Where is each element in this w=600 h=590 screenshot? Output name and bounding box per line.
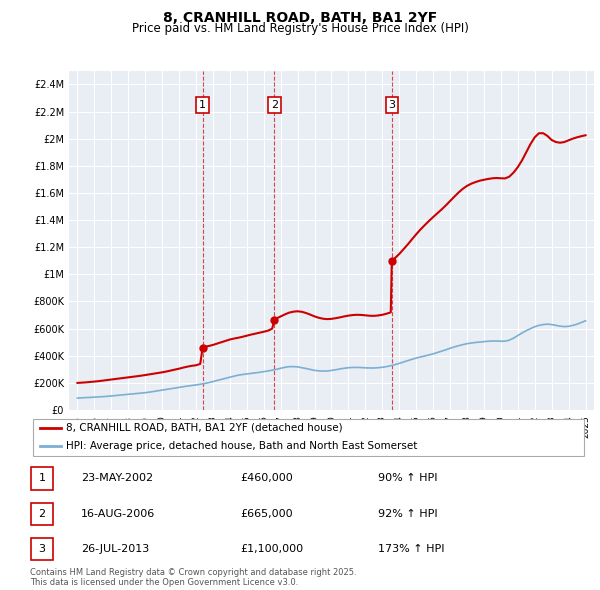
FancyBboxPatch shape (31, 467, 53, 490)
FancyBboxPatch shape (31, 538, 53, 560)
Text: 3: 3 (38, 545, 46, 554)
Text: 8, CRANHILL ROAD, BATH, BA1 2YF (detached house): 8, CRANHILL ROAD, BATH, BA1 2YF (detache… (66, 423, 343, 433)
Text: Price paid vs. HM Land Registry's House Price Index (HPI): Price paid vs. HM Land Registry's House … (131, 22, 469, 35)
Text: £460,000: £460,000 (240, 474, 293, 483)
FancyBboxPatch shape (31, 503, 53, 525)
Text: 16-AUG-2006: 16-AUG-2006 (81, 509, 155, 519)
FancyBboxPatch shape (33, 419, 584, 455)
Text: 92% ↑ HPI: 92% ↑ HPI (378, 509, 437, 519)
Text: 173% ↑ HPI: 173% ↑ HPI (378, 545, 445, 554)
Text: 1: 1 (38, 474, 46, 483)
Text: HPI: Average price, detached house, Bath and North East Somerset: HPI: Average price, detached house, Bath… (66, 441, 418, 451)
Text: This data is licensed under the Open Government Licence v3.0.: This data is licensed under the Open Gov… (30, 578, 298, 587)
Text: 26-JUL-2013: 26-JUL-2013 (81, 545, 149, 554)
Text: £1,100,000: £1,100,000 (240, 545, 303, 554)
Text: 1: 1 (199, 100, 206, 110)
Text: 90% ↑ HPI: 90% ↑ HPI (378, 474, 437, 483)
Text: 2: 2 (38, 509, 46, 519)
Text: £665,000: £665,000 (240, 509, 293, 519)
Text: 2: 2 (271, 100, 278, 110)
Text: 23-MAY-2002: 23-MAY-2002 (81, 474, 153, 483)
Text: 8, CRANHILL ROAD, BATH, BA1 2YF: 8, CRANHILL ROAD, BATH, BA1 2YF (163, 11, 437, 25)
Text: 3: 3 (388, 100, 395, 110)
Text: Contains HM Land Registry data © Crown copyright and database right 2025.: Contains HM Land Registry data © Crown c… (30, 568, 356, 576)
